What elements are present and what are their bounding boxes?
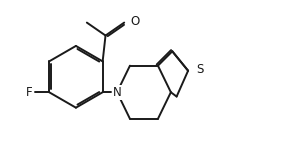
Text: O: O	[131, 15, 140, 28]
Text: F: F	[26, 86, 33, 99]
Text: N: N	[113, 86, 121, 99]
Text: S: S	[196, 64, 203, 76]
